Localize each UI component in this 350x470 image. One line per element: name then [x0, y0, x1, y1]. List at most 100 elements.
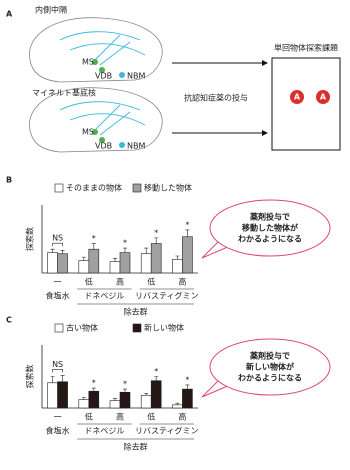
group-label: リバスティグミン: [135, 426, 199, 436]
legend-swatch: [54, 183, 64, 193]
y-axis-label: 探索数: [25, 227, 35, 251]
callout-bubble: [209, 338, 331, 396]
error-bar: [144, 393, 149, 396]
nucleus-label: MS: [82, 128, 94, 137]
error-bar: [50, 248, 55, 253]
bar: [47, 252, 58, 274]
group-title: 除去群: [124, 442, 148, 452]
significance-label: *: [123, 380, 127, 389]
bar: [119, 391, 131, 409]
bar: [150, 380, 162, 409]
group-label: リバスティグミン: [135, 291, 199, 301]
bar: [47, 382, 58, 409]
error-bar: [123, 388, 127, 393]
x-tick-label: 低: [85, 412, 93, 422]
group-label: 食塩水: [46, 291, 70, 301]
brain-drawing: [29, 17, 341, 153]
legend-label: 古い物体: [66, 323, 98, 333]
group-label: 食塩水: [46, 426, 70, 436]
bar: [119, 252, 131, 274]
callout-bubble: [209, 199, 331, 257]
legend-swatch: [132, 183, 142, 193]
panel-label: B: [6, 176, 12, 185]
bar: [57, 253, 68, 274]
nucleus-label: VDB: [95, 72, 112, 81]
x-tick-label: 高: [116, 412, 124, 422]
y-axis-label: 探索数: [25, 365, 35, 389]
significance-label: *: [123, 239, 127, 248]
x-tick-label: 高: [178, 277, 186, 287]
legend-label: 移動した物体: [144, 183, 192, 193]
significance-label: NS: [52, 234, 63, 243]
bar: [182, 236, 193, 274]
significance-label: *: [185, 220, 189, 229]
error-bar: [50, 376, 55, 383]
legend-swatch: [54, 323, 64, 333]
error-bar: [91, 387, 96, 392]
bar: [172, 259, 183, 274]
nucleus-label: NBM: [127, 142, 145, 151]
callout-text: 薬剤投与で: [249, 212, 290, 222]
legend-label: 新しい物体: [144, 323, 184, 333]
x-tick-label: 高: [116, 277, 124, 287]
error-bar: [113, 257, 117, 262]
error-bar: [154, 237, 159, 244]
error-bar: [60, 250, 65, 254]
arrow-label: 抗認知症薬の投与: [184, 93, 248, 103]
error-bar: [60, 375, 65, 382]
error-bar: [123, 247, 127, 253]
error-bar: [185, 229, 190, 237]
error-bar: [144, 247, 149, 254]
significance-label: *: [154, 367, 158, 376]
callout-text: 新しい物体が: [246, 362, 295, 372]
bar: [78, 260, 90, 274]
error-bar: [185, 384, 190, 390]
callout-text: 移動した物体が: [242, 223, 299, 233]
nucleus-label: VDB: [95, 142, 112, 151]
brain-title: マイネルト基底核: [32, 88, 96, 98]
error-bar: [81, 256, 86, 261]
significance-bracket: [52, 242, 63, 247]
callout-bubble: [222, 238, 230, 248]
bar: [140, 395, 152, 409]
x-tick-label: 一: [54, 413, 62, 422]
brain-title: 内側中隔: [35, 5, 67, 15]
bar: [150, 243, 162, 274]
bar: [109, 261, 121, 274]
significance-label: *: [92, 234, 96, 243]
significance-label: *: [154, 228, 158, 237]
bar: [140, 253, 152, 274]
callout-text: 薬剤投与で: [249, 351, 290, 361]
error-bar: [91, 243, 96, 250]
significance-label: *: [185, 375, 189, 384]
nucleus-label: NBM: [127, 72, 145, 81]
panel-label: A: [6, 10, 13, 19]
callout-text: わかるようになる: [238, 235, 302, 244]
error-bar: [175, 255, 180, 260]
group-label: ドネペジル: [84, 427, 124, 436]
x-tick-label: 低: [85, 277, 93, 287]
bar: [57, 381, 68, 409]
significance-bracket: [52, 369, 63, 373]
bar: [172, 404, 183, 409]
error-bar: [175, 402, 180, 405]
legend-swatch: [132, 323, 142, 333]
error-bar: [81, 397, 86, 400]
bar: [182, 388, 193, 409]
object-label: A: [320, 93, 327, 102]
bar: [109, 400, 121, 409]
error-bar: [113, 398, 117, 401]
bar: [88, 390, 100, 409]
nucleus-label: MS: [82, 58, 94, 67]
x-tick-label: 一: [54, 278, 62, 287]
panel-label: C: [6, 316, 12, 325]
significance-label: *: [92, 379, 96, 388]
error-bar: [154, 376, 159, 381]
bar: [88, 248, 100, 274]
significance-label: NS: [52, 360, 63, 369]
object-label: A: [294, 93, 301, 102]
legend-label: そのままの物体: [66, 183, 122, 193]
task-title: 単回物体探索課題: [274, 43, 338, 53]
callout-bubble: [222, 377, 230, 387]
